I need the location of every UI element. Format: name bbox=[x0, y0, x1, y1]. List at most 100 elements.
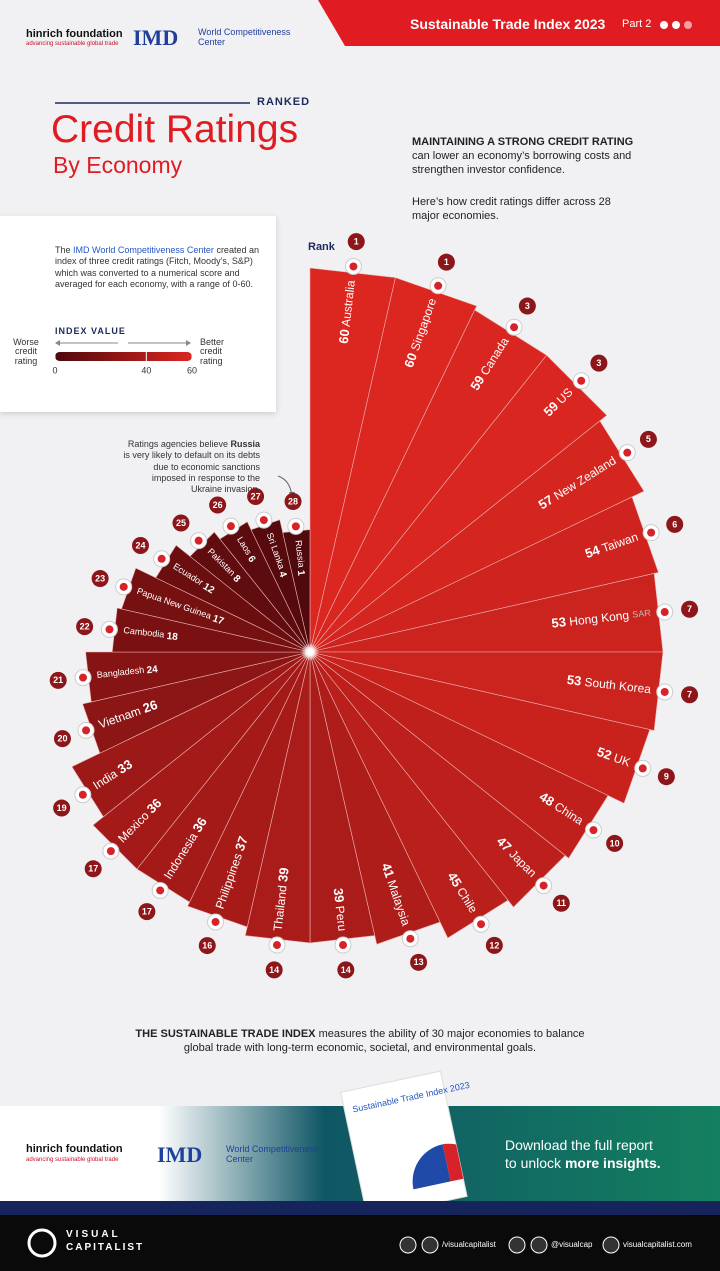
value-label: 60 bbox=[401, 351, 420, 370]
rank-badge bbox=[247, 488, 265, 506]
value-label: 53 bbox=[551, 615, 567, 632]
flag-mark bbox=[638, 764, 647, 773]
annotation-prefix: Ratings agencies believe bbox=[127, 439, 228, 449]
flag-mark bbox=[660, 608, 669, 617]
rank-badge bbox=[410, 953, 428, 971]
rank-badge bbox=[131, 536, 149, 554]
flag-mark bbox=[647, 528, 656, 537]
subtitle: By Economy bbox=[53, 152, 183, 178]
page-dot bbox=[684, 21, 692, 29]
rank-label: 19 bbox=[57, 803, 67, 813]
value-label: 33 bbox=[115, 757, 135, 777]
rank-badge bbox=[265, 961, 283, 979]
cta-line2[interactable]: to unlock more insights. bbox=[505, 1155, 661, 1173]
flag-mark bbox=[82, 726, 91, 735]
social-icon[interactable] bbox=[421, 1236, 439, 1254]
web-icon[interactable] bbox=[602, 1236, 620, 1254]
social-handle[interactable]: /visualcapitalist bbox=[442, 1240, 496, 1249]
rank-label: 9 bbox=[664, 772, 669, 782]
flag-mark bbox=[623, 448, 632, 457]
flag-mark bbox=[119, 582, 128, 591]
rank-badge bbox=[485, 936, 503, 954]
value-label: 60 bbox=[336, 328, 353, 344]
rank-badge bbox=[437, 253, 455, 271]
rank-label: 1 bbox=[444, 257, 449, 267]
category-label: Russia bbox=[293, 540, 306, 568]
rank-badge bbox=[138, 903, 156, 921]
logo-imd: IMD bbox=[157, 1142, 203, 1167]
cta-highlight[interactable]: more insights. bbox=[564, 1155, 661, 1171]
flag-mark bbox=[211, 917, 220, 926]
cover-art bbox=[412, 1144, 451, 1190]
logo-tagline: advancing sustainable global trade bbox=[26, 41, 119, 47]
annotation: Ratings agencies believe Russia is very … bbox=[120, 439, 260, 495]
social-icon[interactable] bbox=[399, 1236, 417, 1254]
rank-label: 16 bbox=[202, 940, 212, 950]
footer-band bbox=[0, 1215, 720, 1271]
rank-label: 3 bbox=[525, 301, 530, 311]
wedge-label: 53 Hong Kong SAR bbox=[551, 605, 652, 631]
rank-label: 17 bbox=[88, 864, 98, 874]
rank-badge bbox=[209, 496, 227, 514]
value-label: 4 bbox=[277, 570, 289, 579]
rank-label: 7 bbox=[687, 690, 692, 700]
color-bar bbox=[55, 352, 192, 361]
value-label: 39 bbox=[276, 867, 293, 883]
intro-text: can lower an economy’s borrowing costs a… bbox=[412, 149, 632, 176]
cta-line1[interactable]: Download the full report bbox=[505, 1137, 653, 1153]
rank-label: 7 bbox=[687, 604, 692, 614]
title: Credit Ratings bbox=[51, 108, 299, 151]
flag-mark bbox=[226, 522, 235, 531]
rank-label: 13 bbox=[414, 957, 424, 967]
flag-mark bbox=[157, 554, 166, 563]
rank-badge bbox=[84, 860, 102, 878]
rank-label: 22 bbox=[80, 621, 90, 631]
flag-mark bbox=[510, 323, 519, 332]
flag-mark bbox=[539, 881, 548, 890]
social-icon[interactable] bbox=[530, 1236, 548, 1254]
note: The IMD World Competitiveness Center cre… bbox=[55, 245, 260, 290]
flag-mark bbox=[259, 516, 268, 525]
rank-heading: Rank bbox=[308, 241, 336, 253]
rank-badge bbox=[53, 730, 71, 748]
flag-mark bbox=[194, 536, 203, 545]
rank-badge bbox=[49, 671, 67, 689]
brand-top: VISUAL bbox=[66, 1229, 121, 1240]
rank-badge bbox=[666, 515, 684, 533]
flag-mark bbox=[291, 522, 300, 531]
rank-badge bbox=[284, 493, 302, 511]
wedge-label: Russia 1 bbox=[292, 540, 307, 577]
value-label: 36 bbox=[190, 815, 210, 835]
rank-label: 3 bbox=[596, 358, 601, 368]
value-label: 24 bbox=[146, 664, 159, 676]
rank-label: 17 bbox=[142, 906, 152, 916]
flag-mark bbox=[156, 886, 165, 895]
rank-label: 6 bbox=[672, 519, 677, 529]
social-icon[interactable] bbox=[508, 1236, 526, 1254]
cta-text[interactable]: to unlock bbox=[505, 1155, 562, 1171]
footer-note-lead: THE SUSTAINABLE TRADE INDEX bbox=[135, 1028, 316, 1040]
wedge-label: Thailand 39 bbox=[270, 867, 292, 932]
header-band bbox=[318, 0, 720, 46]
flag-mark bbox=[577, 376, 586, 385]
flag-mark bbox=[477, 920, 486, 929]
header-part: Part 2 bbox=[622, 18, 652, 30]
logo-tagline: advancing sustainable global trade bbox=[26, 1157, 119, 1163]
website[interactable]: visualcapitalist.com bbox=[623, 1240, 692, 1249]
flag-mark bbox=[349, 262, 358, 271]
category-label: UK bbox=[612, 751, 632, 770]
logo-hinrich: hinrich foundation bbox=[26, 1143, 123, 1155]
rank-badge bbox=[681, 686, 699, 704]
annotation-highlight: Russia bbox=[230, 439, 260, 449]
category-label: Cambodia bbox=[123, 625, 165, 640]
wedge-label: 39 Peru bbox=[330, 887, 350, 932]
color-tick-label: 60 bbox=[187, 365, 197, 375]
flag-mark bbox=[272, 941, 281, 950]
rank-badge bbox=[198, 937, 216, 955]
logo-imd: IMD bbox=[133, 25, 179, 50]
rank-badge bbox=[76, 618, 94, 636]
rank-badge bbox=[657, 768, 675, 786]
social-handle[interactable]: @visualcap bbox=[551, 1240, 593, 1249]
kicker: RANKED bbox=[257, 96, 311, 108]
